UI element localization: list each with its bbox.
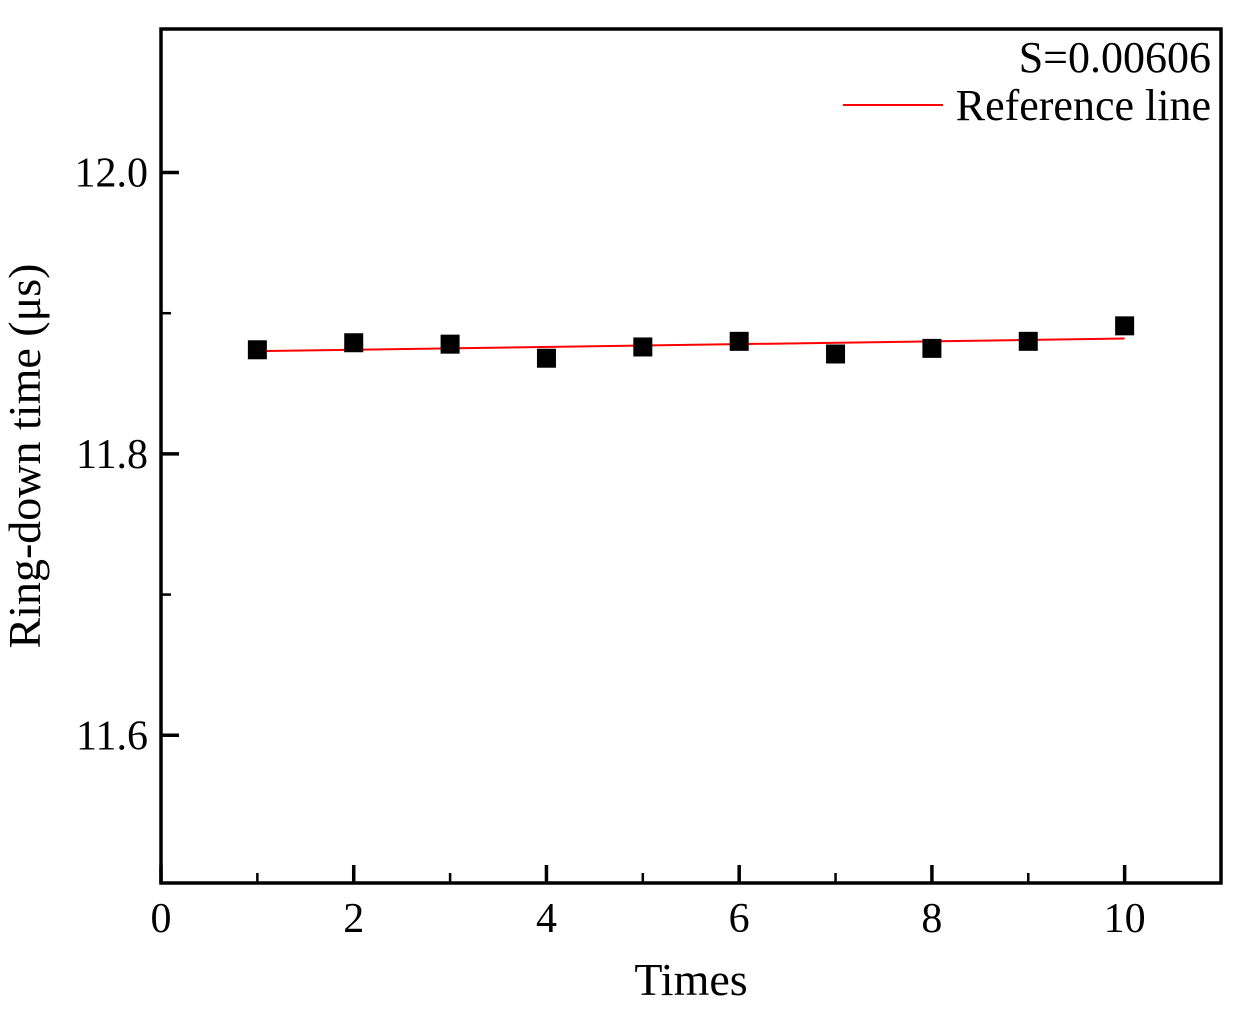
data-point-marker (344, 333, 364, 353)
data-point-marker (729, 331, 749, 351)
y-tick-label: 12.0 (75, 151, 149, 197)
data-point-marker (536, 348, 556, 368)
x-tick-label: 2 (343, 896, 364, 942)
x-tick-label: 10 (1104, 896, 1146, 942)
x-tick-label: 6 (729, 896, 750, 942)
data-point-marker (826, 344, 846, 364)
data-point-marker (440, 334, 460, 354)
data-point-marker (633, 337, 653, 357)
y-axis-label: Ring-down time (μs) (0, 264, 50, 649)
y-tick-label: 11.8 (76, 432, 148, 478)
x-tick-label: 4 (536, 896, 557, 942)
data-point-marker (1115, 316, 1135, 336)
x-tick-label: 0 (151, 896, 172, 942)
y-tick-label: 11.6 (76, 713, 148, 759)
x-tick-label: 8 (921, 896, 942, 942)
data-point-marker (1018, 331, 1038, 351)
data-point-marker (922, 338, 942, 358)
legend-annotation-s-value: S=0.00606 (1019, 33, 1211, 82)
plot-frame (159, 27, 1223, 885)
x-axis-label: Times (634, 954, 747, 1005)
data-point-marker (247, 340, 267, 360)
reference-line (257, 337, 1125, 353)
legend-reference-line-label: Reference line (956, 81, 1211, 130)
